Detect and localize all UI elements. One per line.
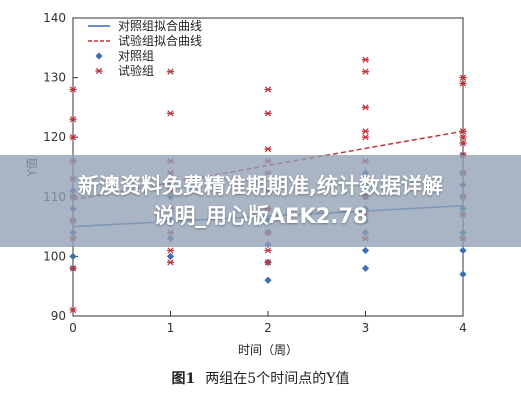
- trial-point: [361, 134, 370, 141]
- y-tick-label: 120: [43, 130, 66, 144]
- trial-point: [166, 110, 175, 117]
- control-point: [459, 246, 467, 255]
- x-tick-label: 1: [167, 321, 175, 335]
- legend-label: 试验组拟合曲线: [118, 33, 202, 48]
- trial-point: [361, 104, 370, 111]
- control-point: [459, 270, 467, 278]
- x-tick-label: 4: [459, 321, 467, 335]
- trial-point: [459, 128, 467, 135]
- figure-caption: 图1 两组在5个时间点的Y值: [0, 368, 521, 388]
- x-tick-label: 2: [264, 321, 272, 335]
- trial-point: [166, 247, 175, 254]
- x-tick-label: 3: [362, 321, 370, 335]
- y-tick-label: 130: [43, 71, 66, 85]
- trial-point: [361, 68, 370, 75]
- banner-line-1: 新澳资料免费精准期期准,统计数据详解: [78, 174, 443, 198]
- trial-point: [69, 116, 77, 123]
- trial-point: [459, 80, 467, 87]
- trial-point: [69, 134, 77, 141]
- trial-point: [459, 134, 467, 141]
- trial-point: [361, 128, 370, 135]
- trial-point: [166, 68, 175, 75]
- figure-label: 图1: [171, 371, 196, 387]
- watermark-banner: 新澳资料免费精准期期准,统计数据详解 说明_用心版AEK2.78: [0, 155, 521, 247]
- trial-point: [459, 74, 467, 81]
- legend-swatch-control: [95, 52, 103, 60]
- trial-point: [459, 140, 467, 147]
- legend-swatch-trial: [95, 67, 103, 75]
- y-tick-label: 90: [51, 309, 66, 323]
- legend-label: 对照组拟合曲线: [118, 18, 202, 33]
- trial-point: [264, 259, 272, 266]
- control-point: [361, 264, 370, 272]
- control-point: [69, 252, 77, 260]
- control-point: [361, 246, 370, 255]
- legend-label: 试验组: [118, 63, 154, 78]
- control-point: [264, 276, 272, 284]
- x-axis-label: 时间（周）: [238, 343, 298, 357]
- figure-caption-text: 两组在5个时间点的Y值: [205, 371, 350, 387]
- legend-label: 对照组: [118, 49, 154, 63]
- y-tick-label: 140: [43, 11, 66, 25]
- trial-point: [264, 86, 272, 93]
- trial-point: [166, 259, 175, 266]
- x-tick-label: 0: [69, 321, 77, 335]
- trial-point: [69, 86, 77, 93]
- control-point: [166, 252, 175, 260]
- y-tick-label: 100: [43, 249, 66, 263]
- banner-line-2: 说明_用心版AEK2.78: [153, 204, 368, 228]
- trial-point: [69, 306, 77, 314]
- trial-point: [264, 145, 272, 153]
- trial-point: [264, 110, 272, 117]
- trial-point: [361, 56, 370, 63]
- trial-point: [69, 265, 77, 272]
- trial-point: [264, 247, 272, 254]
